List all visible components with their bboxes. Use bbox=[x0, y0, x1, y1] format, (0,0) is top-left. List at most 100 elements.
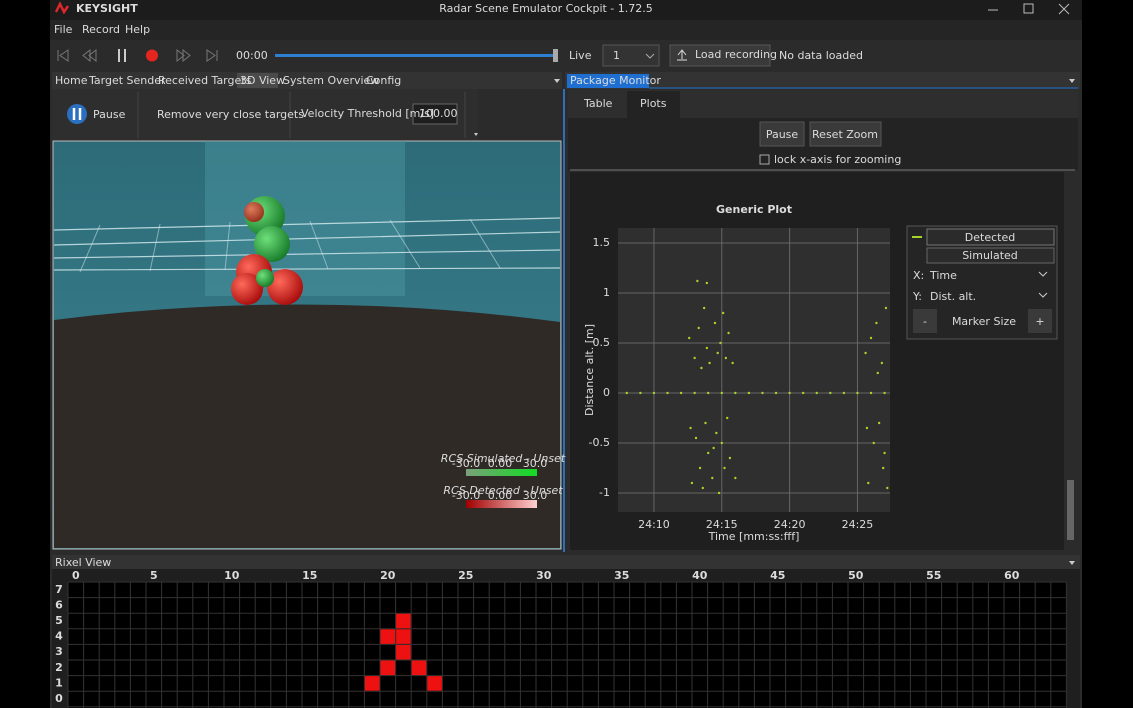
data-point bbox=[652, 391, 656, 395]
panel-title: Rixel View bbox=[55, 556, 111, 569]
data-point bbox=[883, 451, 886, 455]
rixel-cell bbox=[411, 660, 427, 676]
tab[interactable]: System Overview bbox=[283, 74, 379, 87]
x-tick-label: 50 bbox=[848, 569, 864, 582]
minus-label: - bbox=[923, 315, 927, 328]
data-point bbox=[815, 391, 818, 395]
x-tick-label: 0 bbox=[72, 569, 80, 582]
tab[interactable]: Received Targets bbox=[158, 74, 252, 87]
tab[interactable]: Config bbox=[366, 74, 401, 87]
menu-item[interactable]: Record bbox=[82, 23, 120, 36]
window-title: Radar Scene Emulator Cockpit - 1.72.5 bbox=[439, 2, 653, 15]
channel-value: 1 bbox=[613, 49, 620, 62]
data-point bbox=[702, 306, 706, 310]
threshold-value: 100.00 bbox=[419, 107, 458, 120]
data-point bbox=[865, 426, 869, 430]
data-point bbox=[864, 351, 867, 355]
load-button[interactable] bbox=[669, 44, 771, 67]
rixel-cell bbox=[364, 676, 380, 691]
legend-entry[interactable]: Detected bbox=[965, 231, 1015, 244]
data-point bbox=[883, 391, 886, 395]
reset-zoom-button[interactable] bbox=[809, 121, 882, 147]
tab[interactable]: Target Sender bbox=[88, 74, 166, 87]
pause-label[interactable]: Pause bbox=[93, 108, 126, 121]
marker-size-label: Marker Size bbox=[952, 315, 1016, 328]
data-point bbox=[666, 391, 669, 395]
marker-minus[interactable] bbox=[913, 309, 937, 333]
y-tick-label: -0.5 bbox=[589, 436, 610, 449]
load-button-label[interactable]: Load recording bbox=[695, 48, 777, 61]
pause-button[interactable] bbox=[759, 121, 805, 147]
data-point bbox=[880, 361, 884, 365]
y-tick-label: 3 bbox=[55, 645, 63, 658]
data-point bbox=[877, 421, 881, 425]
data-point bbox=[717, 491, 721, 495]
y-axis-label: Distance alt. [m] bbox=[583, 324, 596, 416]
pause-button-label[interactable]: Pause bbox=[766, 128, 799, 141]
data-point bbox=[728, 456, 732, 460]
data-point bbox=[690, 481, 694, 485]
data-point bbox=[625, 391, 629, 395]
tab[interactable]: Home bbox=[55, 74, 88, 87]
transport-icons[interactable] bbox=[57, 48, 218, 63]
data-point bbox=[715, 431, 718, 435]
x-tick-label: 15 bbox=[302, 569, 317, 582]
rixel-cell bbox=[396, 629, 411, 644]
legend-entry[interactable]: Simulated bbox=[962, 249, 1018, 262]
detected-toggle[interactable] bbox=[926, 228, 1055, 246]
data-point bbox=[679, 391, 683, 395]
simulated-toggle[interactable] bbox=[926, 247, 1055, 264]
y-select-value[interactable]: Dist. alt. bbox=[930, 290, 976, 303]
data-point bbox=[693, 356, 696, 360]
remove-button[interactable]: Remove very close targets bbox=[157, 108, 304, 121]
data-point bbox=[727, 331, 730, 335]
data-point bbox=[731, 361, 734, 365]
data-point bbox=[747, 391, 751, 395]
tab[interactable]: 3D View bbox=[240, 74, 285, 87]
data-point bbox=[788, 391, 791, 395]
data-point bbox=[761, 391, 764, 395]
marker-plus[interactable] bbox=[1028, 309, 1052, 333]
y-tick-label: 2 bbox=[55, 661, 63, 674]
data-point bbox=[689, 426, 692, 430]
data-point bbox=[694, 436, 698, 440]
data-point bbox=[719, 341, 722, 345]
time-display: 00:00 bbox=[236, 49, 268, 62]
live-label: Live bbox=[569, 49, 592, 62]
legend-min: -30.0 bbox=[452, 457, 480, 470]
x-select-label: X: bbox=[913, 269, 924, 282]
channel-dropdown[interactable] bbox=[602, 44, 660, 67]
data-point bbox=[704, 421, 707, 425]
y-tick-label: 4 bbox=[55, 630, 63, 643]
data-point bbox=[726, 416, 729, 420]
x-select-value[interactable]: Time bbox=[929, 269, 957, 282]
y-tick-label: 1 bbox=[55, 676, 63, 689]
data-point bbox=[698, 466, 702, 470]
data-point bbox=[713, 321, 717, 325]
threshold-input[interactable] bbox=[412, 103, 458, 125]
y-tick-label: 6 bbox=[55, 598, 63, 611]
data-point bbox=[705, 281, 709, 285]
data-point bbox=[712, 446, 715, 450]
lock-checkbox[interactable] bbox=[759, 154, 770, 165]
tab[interactable]: Plots bbox=[640, 97, 667, 110]
data-point bbox=[774, 391, 778, 395]
data-point bbox=[708, 361, 711, 365]
legend-title: RCS Detected - Unset bbox=[443, 484, 563, 497]
legend-mid: 0.00 bbox=[488, 489, 513, 502]
data-point bbox=[639, 391, 642, 395]
y-tick-label: -1 bbox=[599, 486, 610, 499]
menu-item[interactable]: Help bbox=[125, 23, 150, 36]
data-point bbox=[734, 391, 737, 395]
data-point bbox=[869, 336, 873, 340]
x-tick-label: 20 bbox=[380, 569, 396, 582]
data-point bbox=[876, 371, 879, 375]
threshold-label: Velocity Threshold [m/s] bbox=[301, 107, 434, 120]
logo-text: KEYSIGHT bbox=[76, 2, 138, 15]
menu-item[interactable]: File bbox=[54, 23, 73, 36]
tab[interactable]: Table bbox=[583, 97, 613, 110]
x-tick-label: 24:20 bbox=[774, 518, 806, 531]
data-point bbox=[720, 391, 723, 395]
reset-button-label[interactable]: Reset Zoom bbox=[812, 128, 878, 141]
